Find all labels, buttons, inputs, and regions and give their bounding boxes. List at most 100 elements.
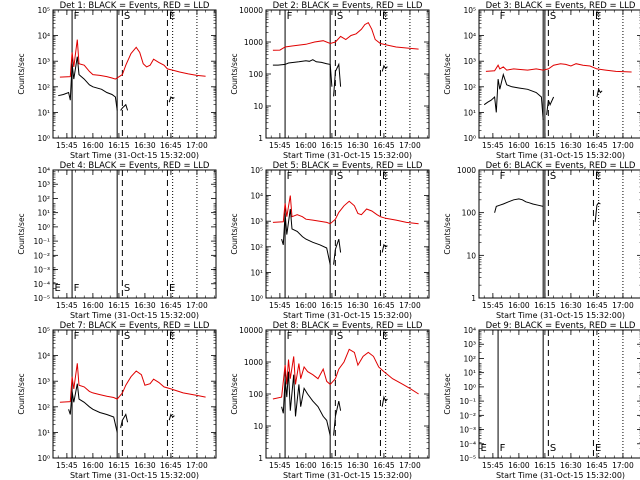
x-tick-label: 16:30 <box>134 301 156 310</box>
x-tick-label: 17:00 <box>399 461 421 470</box>
plot-frame <box>52 169 217 299</box>
chart-det-1: Det 1: BLACK = Events, RED = LLD Counts/s… <box>17 1 217 160</box>
plot-frame <box>265 9 430 139</box>
y-tick-label: 10¹ <box>463 108 476 117</box>
x-tick-label: 16:15 <box>108 461 130 470</box>
x-tick-label: 16:45 <box>586 461 608 470</box>
x-tick-label: 16:30 <box>560 301 582 310</box>
marker-label-s: S <box>124 331 130 342</box>
y-tick-label: 100 <box>249 70 264 79</box>
chart-title: Det 3: BLACK = Events, RED = LLD <box>486 1 636 11</box>
x-tick-label: 17:00 <box>186 461 208 470</box>
series-events <box>381 243 388 253</box>
plot-frame <box>478 329 640 459</box>
y-tick-label: 100 <box>462 209 477 218</box>
y-tick-label: 10⁻¹ <box>459 397 476 406</box>
x-tick-label: 16:30 <box>347 461 369 470</box>
series-events <box>68 383 118 433</box>
chart-title: Det 4: BLACK = Events, RED = LLD <box>60 161 210 171</box>
y-tick-label: 10⁻³ <box>459 426 476 435</box>
chart-title: Det 2: BLACK = Events, RED = LLD <box>273 1 423 11</box>
series-events <box>594 202 601 223</box>
chart-det-6: Det 6: BLACK = Events, RED = LLD Counts/s… <box>443 161 640 320</box>
y-tick-label: 10² <box>37 83 50 92</box>
marker-label-e: E <box>595 443 601 454</box>
x-axis-label: Start Time (31-Oct-15 15:32:00) <box>70 151 199 160</box>
y-tick-label: 10⁴ <box>37 32 50 41</box>
x-tick-label: 16:45 <box>586 141 608 150</box>
y-tick-label: 10⁻³ <box>33 266 50 275</box>
y-axis-label: Counts/sec <box>443 53 452 94</box>
x-tick-label: 15:45 <box>269 461 291 470</box>
marker-label-e-edge: E <box>481 443 487 454</box>
x-tick-label: 16:15 <box>534 301 556 310</box>
x-tick-label: 15:45 <box>56 141 78 150</box>
y-tick-label: 1000 <box>457 166 476 175</box>
chart-title: Det 1: BLACK = Events, RED = LLD <box>60 1 210 11</box>
y-tick-label: 10000 <box>239 6 263 15</box>
x-tick-label: 16:00 <box>295 301 317 310</box>
chart-det-5: Det 5: BLACK = Events, RED = LLD Counts/s… <box>230 161 430 320</box>
y-tick-label: 10¹ <box>37 428 50 437</box>
x-tick-label: 16:45 <box>373 301 395 310</box>
plot-frame <box>478 169 640 299</box>
y-tick-label: 10¹ <box>37 108 50 117</box>
chart-title: Det 8: BLACK = Events, RED = LLD <box>273 321 423 331</box>
x-tick-label: 16:15 <box>108 141 130 150</box>
y-tick-label: 10³ <box>37 180 50 189</box>
x-tick-label: 16:00 <box>295 461 317 470</box>
x-tick-label: 15:45 <box>269 141 291 150</box>
marker-label-s: S <box>124 283 130 294</box>
series-events <box>333 400 342 436</box>
x-tick-label: 16:45 <box>373 141 395 150</box>
y-axis-label: Counts/sec <box>443 213 452 254</box>
x-tick-label: 16:30 <box>134 141 156 150</box>
x-tick-label: 16:15 <box>321 461 343 470</box>
y-tick-label: 1000 <box>244 358 263 367</box>
marker-label-s: S <box>124 11 130 22</box>
x-tick-label: 17:00 <box>399 141 421 150</box>
x-tick-label: 16:00 <box>508 461 530 470</box>
y-tick-label: 10² <box>463 354 476 363</box>
x-tick-label: 16:45 <box>160 301 182 310</box>
x-axis-label: Start Time (31-Oct-15 15:32:00) <box>496 311 625 320</box>
y-tick-label: 10⁵ <box>37 326 50 335</box>
x-tick-label: 15:45 <box>56 461 78 470</box>
marker-label-f: F <box>74 283 80 294</box>
marker-label-s: S <box>550 171 556 182</box>
x-tick-label: 16:15 <box>108 301 130 310</box>
x-axis-label: Start Time (31-Oct-15 15:32:00) <box>496 151 625 160</box>
series-events <box>333 238 342 265</box>
x-tick-label: 15:45 <box>482 461 504 470</box>
marker-label-f: F <box>74 11 80 22</box>
chart-title: Det 7: BLACK = Events, RED = LLD <box>60 321 210 331</box>
y-tick-label: 10 <box>466 251 476 260</box>
y-tick-label: 10⁰ <box>37 454 50 463</box>
x-tick-label: 17:00 <box>612 461 634 470</box>
marker-label-s: S <box>337 11 343 22</box>
x-tick-label: 17:00 <box>612 141 634 150</box>
y-tick-label: 1 <box>258 454 263 463</box>
y-tick-label: 10⁵ <box>250 166 263 175</box>
x-tick-label: 16:45 <box>160 461 182 470</box>
marker-label-s: S <box>550 443 556 454</box>
series-lld <box>272 195 419 225</box>
y-axis-label: Counts/sec <box>443 373 452 414</box>
series-lld <box>59 39 206 80</box>
x-axis-label: Start Time (31-Oct-15 15:32:00) <box>283 311 412 320</box>
series-events <box>546 96 555 115</box>
chart-title: Det 5: BLACK = Events, RED = LLD <box>273 161 423 171</box>
series-events <box>494 198 544 213</box>
marker-label-f: F <box>287 11 293 22</box>
x-tick-label: 16:00 <box>82 461 104 470</box>
x-tick-label: 16:00 <box>82 301 104 310</box>
x-tick-label: 16:30 <box>347 301 369 310</box>
marker-label-e: E <box>169 331 175 342</box>
x-tick-label: 15:45 <box>269 301 291 310</box>
x-tick-label: 16:00 <box>82 141 104 150</box>
plot-frame <box>265 329 430 459</box>
x-axis-label: Start Time (31-Oct-15 15:32:00) <box>70 471 199 480</box>
y-tick-label: 10⁵ <box>463 6 476 15</box>
marker-label-e: E <box>169 11 175 22</box>
